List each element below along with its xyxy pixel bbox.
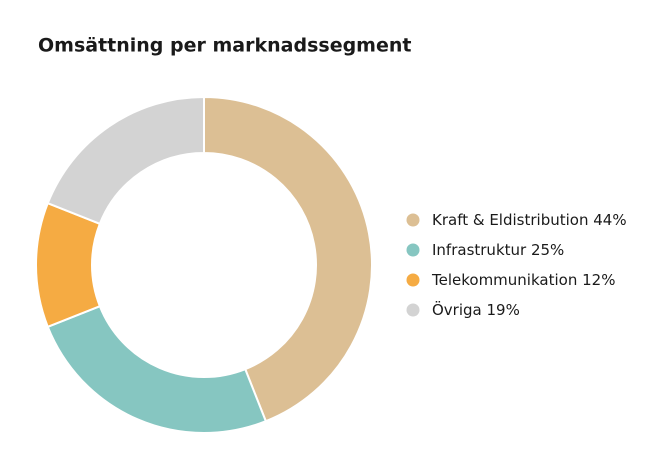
donut-slice bbox=[46, 304, 268, 434]
chart-title: Omsättning per marknadssegment bbox=[38, 35, 411, 57]
legend-label: Övriga 19% bbox=[432, 300, 520, 319]
legend-value: 25% bbox=[531, 241, 564, 259]
legend-name: Övriga bbox=[432, 300, 482, 319]
legend-label: Infrastruktur 25% bbox=[432, 241, 564, 259]
legend-label: Telekommunikation 12% bbox=[431, 271, 615, 289]
legend-marker bbox=[406, 213, 420, 227]
legend-marker bbox=[406, 273, 420, 287]
legend-value: 44% bbox=[593, 211, 626, 229]
legend-name: Telekommunikation bbox=[431, 271, 577, 289]
legend-name: Infrastruktur bbox=[432, 241, 527, 259]
legend-value: 12% bbox=[582, 271, 615, 289]
donut-slice bbox=[203, 95, 373, 423]
legend-marker bbox=[406, 243, 420, 257]
legend-value: 19% bbox=[487, 301, 520, 319]
donut-slice bbox=[46, 95, 205, 226]
legend-name: Kraft & Eldistribution bbox=[432, 211, 588, 229]
legend-label: Kraft & Eldistribution 44% bbox=[432, 211, 627, 229]
donut-slice bbox=[35, 201, 102, 329]
legend-marker bbox=[406, 303, 420, 317]
